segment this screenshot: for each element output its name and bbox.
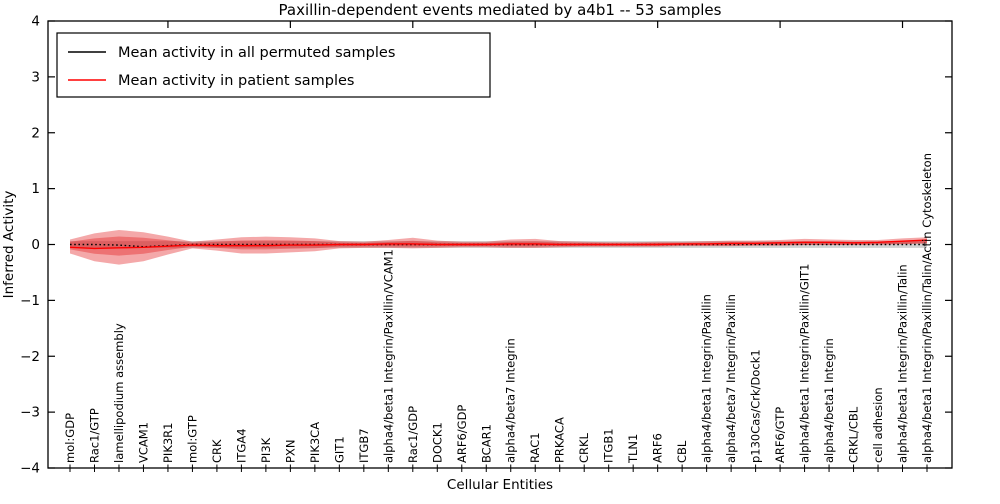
- x-tick-label: GIT1: [332, 436, 346, 463]
- confidence-bands: [70, 229, 927, 265]
- y-tick-label: 2: [31, 125, 40, 141]
- x-tick-label: PXN: [283, 440, 297, 463]
- y-tick-label: 4: [31, 14, 40, 30]
- x-tick-label: Rac1/GDP: [406, 406, 420, 463]
- chart-title: Paxillin-dependent events mediated by a4…: [279, 1, 722, 19]
- legend: Mean activity in all permuted samples Me…: [56, 32, 491, 98]
- series-lines: [69, 239, 928, 250]
- x-tick-labels: mol:GDP Rac1/GTP lamellipodium assembly VCA…: [63, 153, 934, 464]
- x-tick-label: alpha4/beta1 Integrin/Paxillin/Talin: [896, 264, 910, 463]
- x-tick-label: PIK3R1: [161, 423, 175, 464]
- x-tick-label: RAC1: [528, 432, 542, 463]
- x-tick-label: TLN1: [626, 434, 640, 464]
- y-tick-labels: −4 −3 −2 −1 0 1 2 3 4: [20, 14, 40, 477]
- x-tick-label: alpha4/beta1 Integrin/Paxillin/Talin/Act…: [920, 153, 934, 463]
- x-tick-label: p130Cas/Crk/Dock1: [749, 349, 763, 463]
- x-tick-label: ARF6/GTP: [773, 407, 787, 463]
- x-tick-label: Rac1/GTP: [87, 408, 101, 463]
- x-tick-label: DOCK1: [430, 422, 444, 463]
- y-tick-label: −3: [20, 405, 40, 421]
- legend-box: [56, 32, 491, 98]
- x-tick-label: ITGA4: [234, 428, 248, 463]
- series-line-1: [69, 239, 928, 250]
- x-tick-label: CRKL/CBL: [847, 406, 861, 463]
- x-tick-label: alpha4/beta1 Integrin/Paxillin/VCAM1: [381, 249, 395, 463]
- y-tick-label: 3: [31, 69, 40, 85]
- x-tick-label: ARF6: [651, 433, 665, 463]
- x-tick-label: BCAR1: [479, 424, 493, 463]
- y-axis-label: Inferred Activity: [1, 191, 17, 299]
- y-tick-label: −2: [20, 349, 40, 365]
- patient-range-band: [70, 229, 927, 265]
- x-tick-label: ITGB7: [357, 428, 371, 463]
- x-tick-label: PIK3CA: [308, 422, 322, 463]
- x-tick-label: cell adhesion: [871, 387, 885, 463]
- y-tick-label: −4: [20, 461, 40, 477]
- y-tick-label: −1: [20, 293, 40, 309]
- x-tick-label: CBL: [675, 440, 689, 463]
- x-tick-label: mol:GDP: [63, 413, 77, 463]
- y-tick-label: 0: [31, 237, 40, 253]
- y-tick-label: 1: [31, 181, 40, 197]
- x-tick-label: alpha4/beta1 Integrin/Paxillin: [700, 294, 714, 463]
- x-tick-label: PRKACA: [553, 417, 567, 463]
- x-tick-label: ITGB1: [602, 428, 616, 463]
- x-tick-label: lamellipodium assembly: [112, 323, 126, 463]
- x-tick-label: alpha4/beta1 Integrin: [822, 338, 836, 463]
- legend-label-patient: Mean activity in patient samples: [118, 73, 354, 89]
- x-tick-label: CRKL: [577, 432, 591, 463]
- x-tick-label: alpha4/beta7 Integrin/Paxillin: [724, 294, 738, 463]
- x-tick-label: alpha4/beta1 Integrin/Paxillin/GIT1: [798, 264, 812, 463]
- x-axis-label: Cellular Entities: [447, 477, 553, 493]
- x-tick-label: ARF6/GDP: [455, 405, 469, 463]
- x-tick-label: mol:GTP: [185, 415, 199, 463]
- x-tick-label: alpha4/beta7 Integrin: [504, 338, 518, 463]
- x-tick-label: PI3K: [259, 437, 273, 463]
- x-tick-label: VCAM1: [136, 422, 150, 463]
- patient-range-band-inner: [70, 236, 927, 256]
- x-tick-label: CRK: [210, 439, 224, 463]
- plot-frame: [47, 20, 953, 469]
- legend-label-permuted: Mean activity in all permuted samples: [118, 45, 395, 61]
